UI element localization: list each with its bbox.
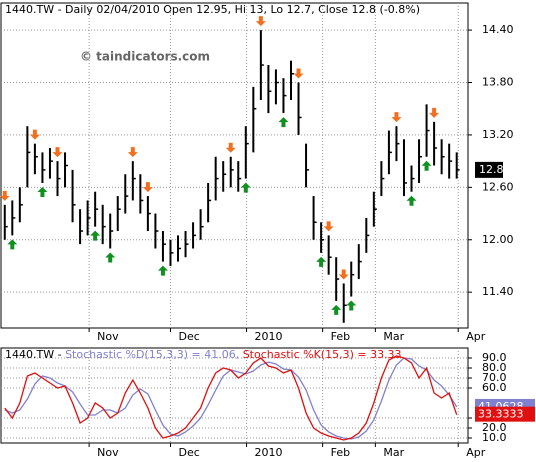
sell-arrow	[429, 107, 440, 118]
y-tick-label: 90.0	[482, 351, 507, 364]
sell-arrow	[29, 129, 40, 140]
stochastic-line	[4, 355, 458, 441]
buy-arrow	[90, 230, 101, 241]
last-price-label: 12.8	[479, 163, 504, 176]
sell-arrow	[338, 269, 349, 280]
sell-arrow	[127, 147, 138, 158]
buy-arrow	[331, 304, 342, 315]
legend-entry: Stochastic %K(15,3) = 33.33	[243, 348, 402, 361]
stochastic-panel	[0, 347, 469, 444]
buy-arrow	[406, 195, 417, 206]
sell-arrow	[0, 190, 10, 201]
buy-arrow	[278, 117, 289, 128]
buy-arrow	[421, 160, 432, 171]
x-tick-label: Dec	[178, 330, 199, 343]
y-tick-label: 70.0	[482, 371, 507, 384]
y-tick-label: 11.40	[482, 285, 514, 298]
y-tick-label: 12.00	[482, 233, 514, 246]
last-value-box	[475, 406, 535, 422]
buy-arrow	[346, 300, 357, 311]
y-tick-label: 14.40	[482, 23, 514, 36]
buy-arrow	[7, 239, 18, 250]
sell-arrow	[323, 221, 334, 232]
sell-arrow	[142, 182, 153, 193]
y-tick-label: 13.80	[482, 76, 514, 89]
buy-arrow	[105, 252, 116, 263]
x-tick-label: Feb	[331, 330, 350, 343]
x-tick-label: Dec	[178, 446, 199, 459]
y-tick-label: 80.0	[482, 361, 507, 374]
buy-arrow	[240, 182, 251, 193]
sell-arrow	[52, 147, 63, 158]
price-panel	[0, 2, 469, 329]
x-tick-label: Apr	[466, 446, 486, 459]
legend-entry: 1440.TW -	[5, 348, 62, 361]
x-tick-label: Nov	[97, 446, 119, 459]
buy-arrow	[157, 265, 168, 276]
x-tick-label: 2010	[255, 446, 283, 459]
y-tick-label: 20.0	[482, 421, 507, 434]
y-tick-label: 10.0	[482, 431, 507, 444]
x-tick-label: Feb	[331, 446, 350, 459]
stochastic-title: 1440.TW - Stochastic %D(15,3,3) = 41.06,…	[5, 348, 402, 361]
x-tick-label: Mar	[383, 330, 404, 343]
y-tick-label: 12.60	[482, 180, 514, 193]
buy-arrow	[316, 256, 327, 267]
x-tick-label: Mar	[383, 446, 404, 459]
last-price-box	[475, 161, 503, 178]
last-value-label: 33.3333	[478, 408, 524, 421]
sell-arrow	[225, 142, 236, 153]
x-tick-label: 2010	[255, 330, 283, 343]
watermark: © taindicators.com	[80, 50, 210, 64]
chart-title: 1440.TW - Daily 02/04/2010 Open 12.95, H…	[5, 3, 420, 16]
sell-arrow	[391, 112, 402, 123]
y-tick-label: 13.20	[482, 128, 514, 141]
x-tick-label: Nov	[97, 330, 119, 343]
sell-arrow	[293, 68, 304, 79]
legend-entry: Stochastic %D(15,3,3) = 41.06,	[65, 348, 239, 361]
x-tick-label: Apr	[466, 330, 486, 343]
sell-arrow	[255, 16, 266, 27]
buy-arrow	[37, 186, 48, 197]
y-tick-label: 60.0	[482, 381, 507, 394]
